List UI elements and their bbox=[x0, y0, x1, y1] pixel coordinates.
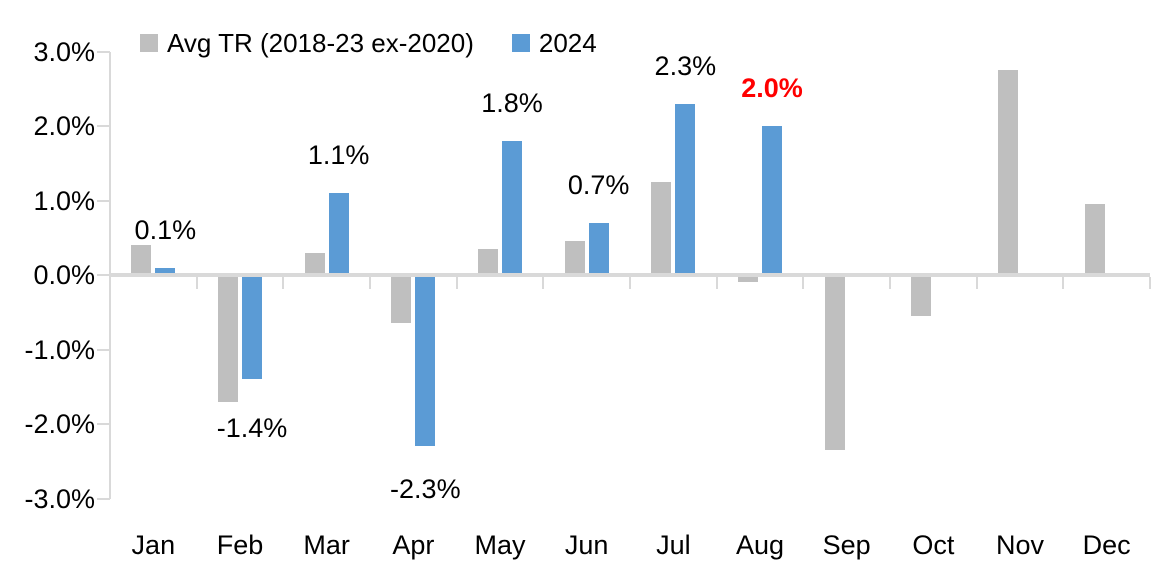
x-tick-label-aug: Aug bbox=[735, 530, 784, 560]
x-tick-mark bbox=[975, 277, 978, 289]
x-tick-mark bbox=[1062, 277, 1065, 289]
y-tick-label-2-0-: 2.0% bbox=[33, 111, 95, 141]
bar-avg-tr-dec bbox=[1084, 204, 1105, 275]
bar-avg-tr-jul bbox=[651, 181, 672, 275]
x-tick-label-oct: Oct bbox=[912, 530, 955, 560]
x-tick-mark bbox=[542, 277, 545, 289]
y-tick-label-0-0-: 0.0% bbox=[33, 260, 95, 290]
data-label-jan: 0.1% bbox=[134, 214, 197, 245]
x-tick-label-sep: Sep bbox=[822, 530, 871, 560]
x-tick-label-feb: Feb bbox=[216, 530, 264, 560]
x-tick-label-apr: Apr bbox=[392, 530, 435, 560]
y-tick-label--1-0-: -1.0% bbox=[24, 334, 95, 365]
bar-2024-mar bbox=[328, 193, 349, 275]
bar-2024-aug bbox=[762, 126, 782, 275]
x-tick-label-jun: Jun bbox=[564, 530, 609, 560]
bar-avg-tr-sep bbox=[824, 275, 845, 451]
data-label-jul: 2.3% bbox=[654, 50, 717, 81]
bar-avg-tr-oct bbox=[911, 275, 932, 316]
x-axis-line bbox=[110, 273, 1150, 277]
bar-2024-jun bbox=[588, 222, 609, 275]
y-tick-mark bbox=[97, 423, 110, 425]
data-label-apr: -2.3% bbox=[390, 474, 461, 505]
data-label-jun: 0.7% bbox=[567, 169, 630, 200]
x-tick-mark bbox=[455, 277, 458, 289]
x-tick-label-dec: Dec bbox=[1082, 530, 1131, 560]
bar-avg-tr-apr bbox=[391, 275, 412, 324]
x-tick-mark bbox=[802, 277, 805, 289]
data-label-mar: 1.1% bbox=[307, 140, 370, 171]
y-tick-mark bbox=[97, 125, 110, 127]
y-tick-mark bbox=[97, 274, 110, 276]
y-tick-label--3-0-: -3.0% bbox=[24, 483, 95, 514]
x-tick-mark bbox=[369, 277, 371, 289]
bar-avg-tr-nov bbox=[998, 70, 1018, 275]
legend-item-avg-tr: Avg TR (2018-23 ex-2020) bbox=[140, 30, 474, 56]
y-tick-mark bbox=[97, 199, 110, 202]
x-tick-label-jan: Jan bbox=[131, 530, 176, 560]
y-tick-mark bbox=[97, 348, 110, 351]
bar-avg-tr-jun bbox=[564, 241, 585, 275]
y-tick-label-1-0-: 1.0% bbox=[33, 185, 95, 216]
data-label-may: 1.8% bbox=[481, 87, 543, 118]
legend-item-2024: 2024 bbox=[511, 28, 597, 58]
bar-2024-jul bbox=[675, 103, 696, 275]
x-tick-mark bbox=[629, 277, 631, 289]
y-tick-label-3-0-: 3.0% bbox=[33, 36, 95, 67]
bar-2024-feb bbox=[242, 275, 262, 380]
y-tick-mark bbox=[97, 497, 110, 500]
x-tick-label-jul: Jul bbox=[656, 530, 691, 560]
bar-2024-apr bbox=[415, 275, 436, 447]
x-tick-mark bbox=[1149, 277, 1151, 289]
x-tick-label-may: May bbox=[474, 530, 526, 560]
data-label-feb: -1.4% bbox=[216, 412, 288, 443]
x-tick-mark bbox=[715, 277, 718, 289]
x-tick-mark bbox=[889, 277, 891, 289]
bar-avg-tr-mar bbox=[304, 252, 325, 275]
x-tick-mark bbox=[195, 277, 198, 289]
x-tick-label-nov: Nov bbox=[995, 530, 1044, 560]
bar-avg-tr-may bbox=[478, 248, 498, 275]
data-label-aug: 2.0% bbox=[741, 73, 803, 103]
bar-2024-jan bbox=[155, 267, 176, 275]
bar-avg-tr-jan bbox=[131, 245, 152, 275]
legend-swatch-2024 bbox=[511, 34, 530, 52]
bar-2024-may bbox=[502, 140, 522, 275]
y-tick-label--2-0-: -2.0% bbox=[24, 409, 95, 439]
chart-legend: Avg TR (2018-23 ex-2020) 2024 bbox=[140, 30, 597, 56]
x-tick-mark bbox=[109, 277, 111, 289]
legend-swatch-avg-tr bbox=[140, 34, 158, 52]
legend-label-avg-tr: Avg TR (2018-23 ex-2020) bbox=[167, 28, 474, 58]
bar-avg-tr-aug bbox=[738, 275, 758, 283]
y-tick-mark bbox=[97, 50, 110, 53]
bar-avg-tr-feb bbox=[218, 275, 238, 402]
legend-label-2024: 2024 bbox=[538, 28, 597, 58]
x-tick-label-mar: Mar bbox=[303, 530, 350, 560]
x-tick-mark bbox=[282, 277, 285, 289]
